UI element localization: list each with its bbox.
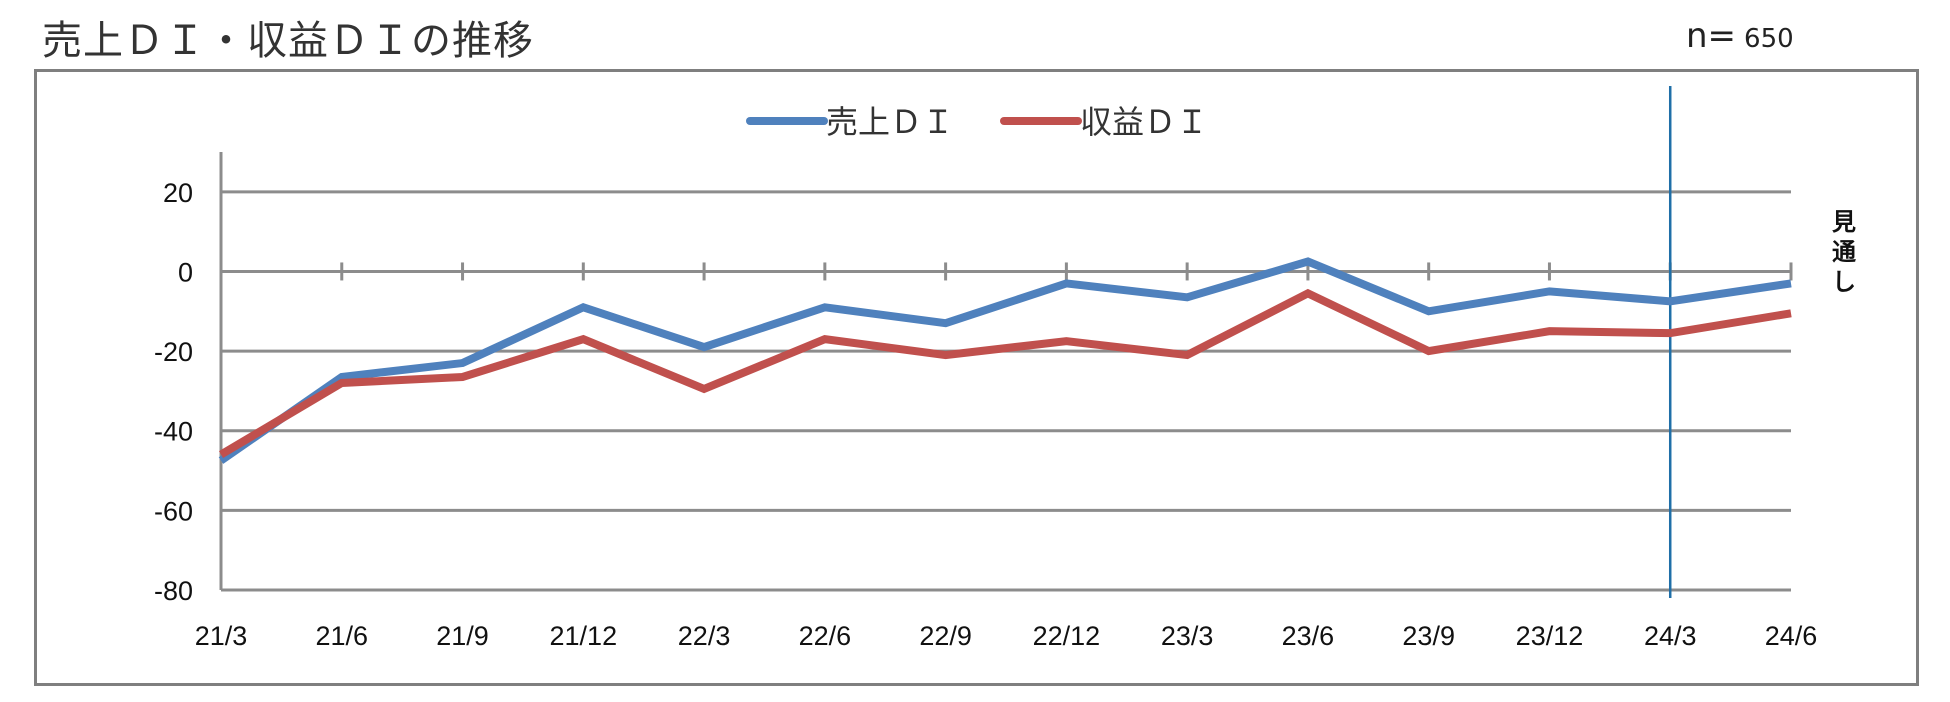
x-tick-label: 21/12 — [550, 621, 618, 651]
y-tick-label: -80 — [154, 576, 193, 606]
y-tick-label: -40 — [154, 417, 193, 447]
x-tick-label: 22/12 — [1033, 621, 1101, 651]
x-tick-label: 23/6 — [1282, 621, 1335, 651]
series-line-2 — [218, 288, 1792, 459]
x-tick-label: 23/3 — [1161, 621, 1214, 651]
x-tick-label: 21/3 — [195, 621, 248, 651]
y-tick-label: 0 — [178, 257, 193, 287]
series-line-1 — [218, 257, 1792, 464]
sample-size: n= 650 — [1686, 16, 1794, 56]
x-tick-label: 24/6 — [1765, 621, 1818, 651]
legend-label: 売上ＤＩ — [826, 103, 954, 141]
y-tick-label: -20 — [154, 337, 193, 367]
x-tick-label: 22/3 — [678, 621, 731, 651]
x-tick-label: 21/6 — [315, 621, 368, 651]
chart-title: 売上ＤＩ・収益ＤＩの推移 — [42, 18, 534, 64]
x-tick-label: 23/12 — [1516, 621, 1584, 651]
y-tick-label: 20 — [163, 178, 193, 208]
forecast-annotation: 見通し — [1832, 208, 1856, 296]
x-tick-label: 22/6 — [799, 621, 852, 651]
x-tick-label: 24/3 — [1644, 621, 1697, 651]
legend-label: 収益ＤＩ — [1080, 103, 1208, 141]
chart-frame — [34, 69, 1919, 686]
x-tick-label: 22/9 — [919, 621, 972, 651]
sample-size-value: 650 — [1744, 24, 1794, 54]
y-tick-label: -60 — [154, 496, 193, 526]
sample-size-label: n= — [1686, 16, 1737, 56]
x-tick-label: 21/9 — [436, 621, 489, 651]
x-tick-label: 23/9 — [1402, 621, 1455, 651]
